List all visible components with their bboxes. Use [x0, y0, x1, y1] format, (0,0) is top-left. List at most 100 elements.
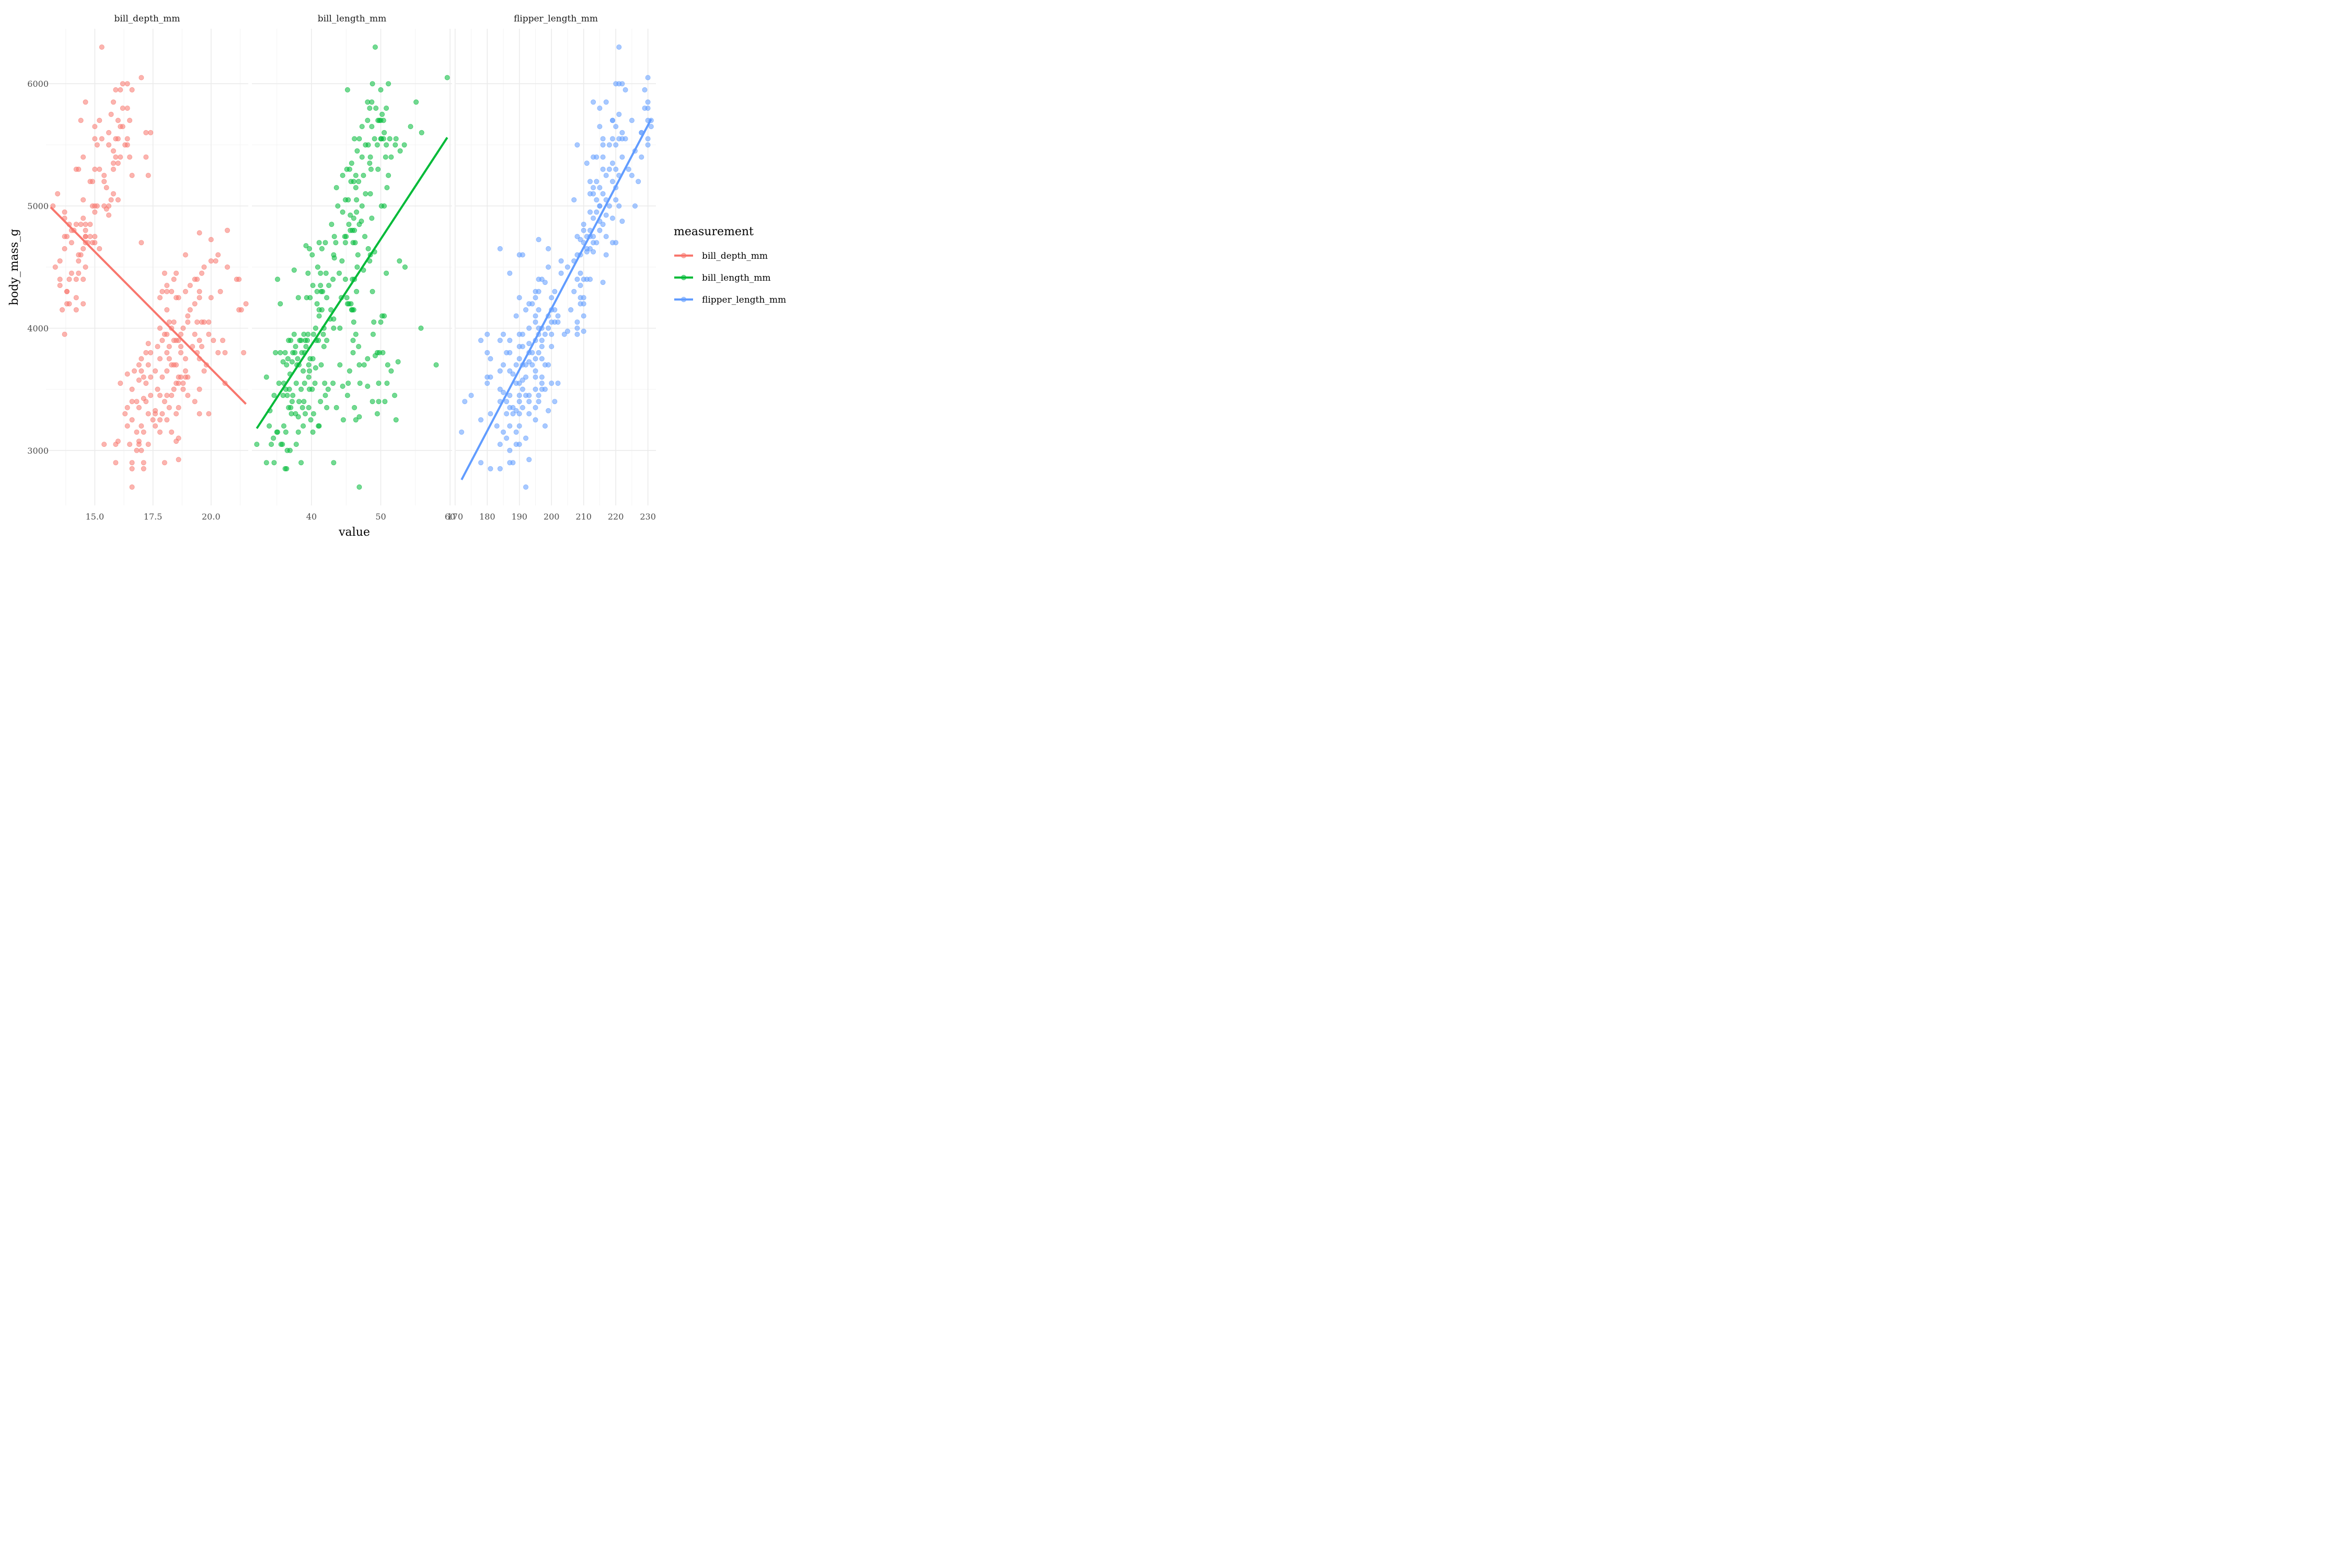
y-tick-label: 3000 [27, 446, 49, 456]
data-point [591, 185, 596, 190]
data-point [355, 252, 361, 258]
data-point [73, 222, 79, 227]
data-point [578, 270, 583, 276]
data-point [533, 368, 538, 374]
data-point [444, 75, 450, 80]
data-point [197, 338, 202, 343]
data-point [87, 234, 93, 239]
data-point [122, 411, 128, 417]
data-point [600, 154, 606, 160]
data-point [208, 258, 214, 264]
y-axis-title: body_mass_g [8, 229, 21, 305]
data-point [80, 301, 86, 307]
data-point [574, 319, 580, 325]
data-point [331, 460, 337, 466]
data-point [305, 338, 310, 343]
data-point [339, 258, 345, 264]
data-point [80, 246, 86, 251]
data-point [141, 374, 146, 380]
data-point [319, 246, 325, 251]
data-point [267, 423, 272, 429]
data-point [159, 289, 165, 294]
data-point [254, 442, 260, 447]
data-point [645, 142, 651, 148]
data-point [337, 362, 343, 368]
data-point [510, 371, 516, 377]
data-point [362, 234, 368, 239]
data-point [639, 154, 644, 160]
data-point [162, 399, 167, 405]
data-point [546, 408, 551, 413]
data-point [353, 185, 359, 190]
data-point [507, 393, 513, 398]
data-point [340, 172, 345, 178]
data-point [552, 307, 558, 313]
data-point [372, 353, 378, 359]
data-point [129, 460, 135, 466]
data-point [309, 252, 315, 258]
legend-item-bill_length_mm: bill_length_mm [674, 273, 771, 283]
data-point [610, 240, 616, 246]
data-point [318, 362, 324, 368]
data-point [305, 270, 311, 276]
data-point [180, 325, 186, 331]
data-point [329, 222, 335, 227]
data-point [504, 399, 510, 405]
data-point [645, 75, 651, 80]
legend-item-bill_depth_mm: bill_depth_mm [674, 251, 768, 261]
data-point [316, 423, 321, 429]
data-point [536, 350, 541, 355]
data-point [584, 160, 590, 166]
data-point [316, 240, 322, 246]
data-point [129, 172, 135, 178]
data-point [174, 439, 179, 444]
data-point [516, 295, 522, 301]
data-point [345, 381, 351, 386]
data-point [374, 142, 380, 148]
data-point [115, 160, 121, 166]
data-point [597, 185, 603, 190]
data-point [271, 393, 277, 398]
x-tick-label: 210 [575, 512, 592, 522]
data-point [513, 313, 519, 319]
data-point [182, 289, 188, 294]
data-point [333, 405, 339, 410]
data-point [283, 429, 289, 435]
data-point [504, 435, 510, 441]
data-point [359, 124, 365, 130]
data-point [295, 295, 301, 301]
data-point [206, 411, 212, 417]
data-point [87, 222, 93, 227]
data-point [622, 87, 628, 93]
data-point [367, 160, 373, 166]
data-point [546, 362, 551, 368]
data-point [397, 148, 403, 154]
data-point [171, 319, 177, 325]
data-point [274, 429, 280, 435]
data-point [348, 212, 353, 218]
data-point [354, 148, 360, 154]
data-point [523, 307, 529, 313]
data-point [182, 356, 188, 362]
data-point [106, 212, 112, 218]
data-point [136, 442, 142, 447]
data-point [316, 338, 321, 343]
data-point [290, 393, 296, 398]
data-point [370, 331, 376, 337]
data-point [379, 111, 385, 117]
data-point [616, 111, 622, 117]
data-point [552, 399, 558, 405]
data-point [176, 381, 181, 386]
data-point [349, 160, 354, 166]
data-point [501, 362, 506, 368]
data-point [497, 246, 503, 251]
data-point [354, 209, 360, 215]
data-point [280, 359, 286, 365]
data-point [516, 423, 522, 429]
data-point [610, 215, 616, 221]
data-point [106, 142, 112, 148]
data-point [363, 191, 368, 197]
data-point [299, 405, 305, 410]
data-point [178, 374, 183, 380]
data-point [83, 99, 88, 105]
